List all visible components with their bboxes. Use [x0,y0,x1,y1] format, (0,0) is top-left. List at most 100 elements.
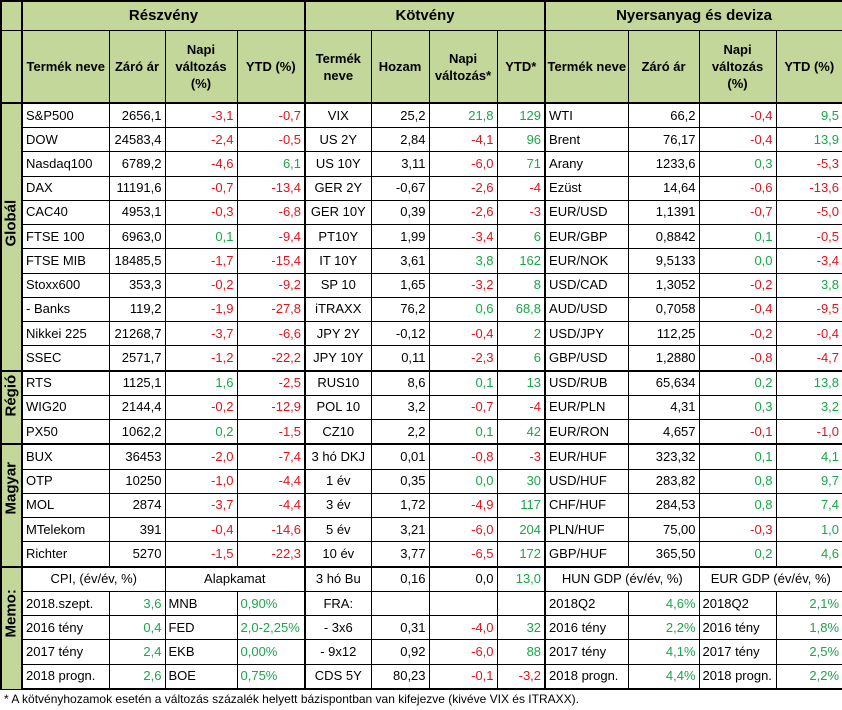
column-header-equity: Napi változás (%) [164,30,238,104]
memo-bond-cell: CDS 5Y [304,663,372,690]
commodity-close-cell: 65,634 [627,369,700,396]
bond-close-cell: 1,65 [370,272,430,298]
equity-close-cell: 4953,1 [108,199,166,226]
commodity-name-cell: Ezüst [544,175,629,201]
table-row: MTelekom 391 -0,4 -14,6 5 év 3,21 -6,0 204 PLN/H… [1,517,842,543]
bond-close-cell: 3,21 [370,517,430,543]
base-rate-bank-cell: FED [164,615,238,641]
commodity-daily-change-cell: 0,0 [698,248,777,274]
memo-label: Memo: [0,565,23,690]
memo-bond-cell: 0,31 [370,615,430,641]
equity-daily-change-cell: -4,6 [164,151,238,177]
group-label-text: Régió [2,375,20,417]
table-row: CAC40 4953,1 -0,3 -6,8 GER 10Y 0,39 -2,6 -3 EUR/… [1,199,842,226]
market-summary-table: Részvény Kötvény Nyersanyag és deviza Te… [0,0,842,690]
bond-ytd-cell: 13 [496,369,547,396]
base-rate-value-cell: 2,0-2,25% [236,615,307,641]
bond-daily-change-cell: -6,5 [428,541,498,568]
hun-gdp-period-cell: 2018Q2 [544,590,629,617]
bond-close-cell: 8,6 [370,369,430,396]
bond-close-cell: -0,67 [370,175,430,201]
table-row: Magyar BUX 36453 -2,0 -7,4 3 hó DKJ 0,01 -0,8 -3… [0,443,842,568]
bond-ytd-cell: 204 [496,517,547,543]
section-title-equity: Részvény [20,0,307,32]
commodity-close-cell: 76,17 [627,127,700,153]
commodity-ytd-cell: 13,9 [775,127,842,153]
equity-daily-change-cell: -0,2 [164,272,238,298]
equity-daily-change-cell: -3,1 [164,102,238,129]
memo-bond-cell: -6,0 [428,639,498,665]
table-row: Globál S&P500 2656,1 -3,1 -0,7 VIX 25,2 21,8 129… [0,102,842,372]
bond-ytd-cell: -3 [496,443,547,470]
equity-ytd-cell: -14,6 [236,517,307,543]
column-header-equity: Termék neve [21,30,110,104]
section-title-commodity: Nyersanyag és deviza [544,0,842,32]
commodity-close-cell: 283,82 [627,468,700,494]
equity-close-cell: 1062,2 [108,419,166,446]
commodity-name-cell: EUR/GBP [544,224,629,250]
commodity-ytd-cell: -3,4 [775,248,842,274]
bond-ytd-cell: 96 [496,127,547,153]
equity-ytd-cell: -9,2 [236,272,307,298]
commodity-daily-change-cell: -0,6 [698,175,777,201]
commodity-ytd-cell: 3,2 [775,394,842,421]
memo-bond-header-cell: 0,16 [370,565,430,592]
table-row: FTSE MIB 18485,5 -1,7 -15,4 IT 10Y 3,61 3,8 162… [1,248,842,274]
equity-name-cell: - Banks [21,296,110,323]
memo-bond-cell [496,590,547,617]
equity-name-cell: SSEC [21,345,110,372]
commodity-ytd-cell: 7,4 [775,492,842,519]
eur-gdp-period-cell: 2018Q2 [698,590,777,617]
commodity-close-cell: 1,2880 [627,345,700,372]
commodity-ytd-cell: -13,6 [775,175,842,201]
commodity-daily-change-cell: 0,1 [698,443,777,470]
commodity-close-cell: 1,3052 [627,272,700,298]
memo-bond-cell: - 9x12 [304,639,372,665]
equity-close-cell: 6789,2 [108,151,166,177]
commodity-ytd-cell: 9,5 [775,102,842,129]
equity-ytd-cell: -9,4 [236,224,307,250]
eur-gdp-value-cell: 2,5% [775,639,842,665]
equity-daily-change-cell: -0,4 [164,517,238,543]
equity-name-cell: OTP [21,468,110,494]
equity-name-cell: RTS [21,369,110,396]
commodity-ytd-cell: -9,5 [775,296,842,323]
equity-ytd-cell: 6,1 [236,151,307,177]
equity-name-cell: DAX [21,175,110,201]
bond-ytd-cell: 117 [496,492,547,519]
equity-name-cell: CAC40 [21,199,110,226]
bond-ytd-cell: 6 [496,345,547,372]
commodity-close-cell: 365,50 [627,541,700,568]
commodity-name-cell: GBP/HUF [544,541,629,568]
bond-name-cell: SP 10 [304,272,372,298]
memo-row: 2018 progn. 2,6 BOE 0,75% CDS 5Y 80,23 -0,1 -3,… [1,663,842,690]
bond-ytd-cell: 2 [496,321,547,347]
hun-gdp-value-cell: 4,6% [627,590,700,617]
commodity-name-cell: EUR/RON [544,419,629,446]
cpi-period-cell: 2018 progn. [21,663,110,690]
bond-ytd-cell: 68,8 [496,296,547,323]
table-row: PX50 1062,2 0,2 -1,5 CZ10 2,2 0,1 42 EUR/RON 4,65… [1,419,842,446]
column-header-equity: Záró ár [108,30,166,104]
table-row: DAX 11191,6 -0,7 -13,4 GER 2Y -0,67 -2,6 -4 Ezüs… [1,175,842,201]
equity-daily-change-cell: -0,2 [164,394,238,421]
memo-label-text: Memo: [2,589,20,638]
equity-name-cell: DOW [21,127,110,153]
equity-close-cell: 353,3 [108,272,166,298]
commodity-name-cell: USD/JPY [544,321,629,347]
commodity-name-cell: Brent [544,127,629,153]
commodity-close-cell: 0,8842 [627,224,700,250]
hun-gdp-period-cell: 2016 tény [544,615,629,641]
table-row: Richter 5270 -1,5 -22,3 10 év 3,77 -6,5 172 GBP/… [1,541,842,568]
commodity-daily-change-cell: 0,1 [698,224,777,250]
commodity-daily-change-cell: 0,3 [698,151,777,177]
column-header-commodity: Záró ár [627,30,700,104]
equity-daily-change-cell: 1,6 [164,369,238,396]
equity-ytd-cell: -22,2 [236,345,307,372]
bond-ytd-cell: 162 [496,248,547,274]
equity-ytd-cell: -4,4 [236,492,307,519]
commodity-close-cell: 4,31 [627,394,700,421]
equity-ytd-cell: -12,9 [236,394,307,421]
equity-close-cell: 6963,0 [108,224,166,250]
equity-daily-change-cell: -0,3 [164,199,238,226]
